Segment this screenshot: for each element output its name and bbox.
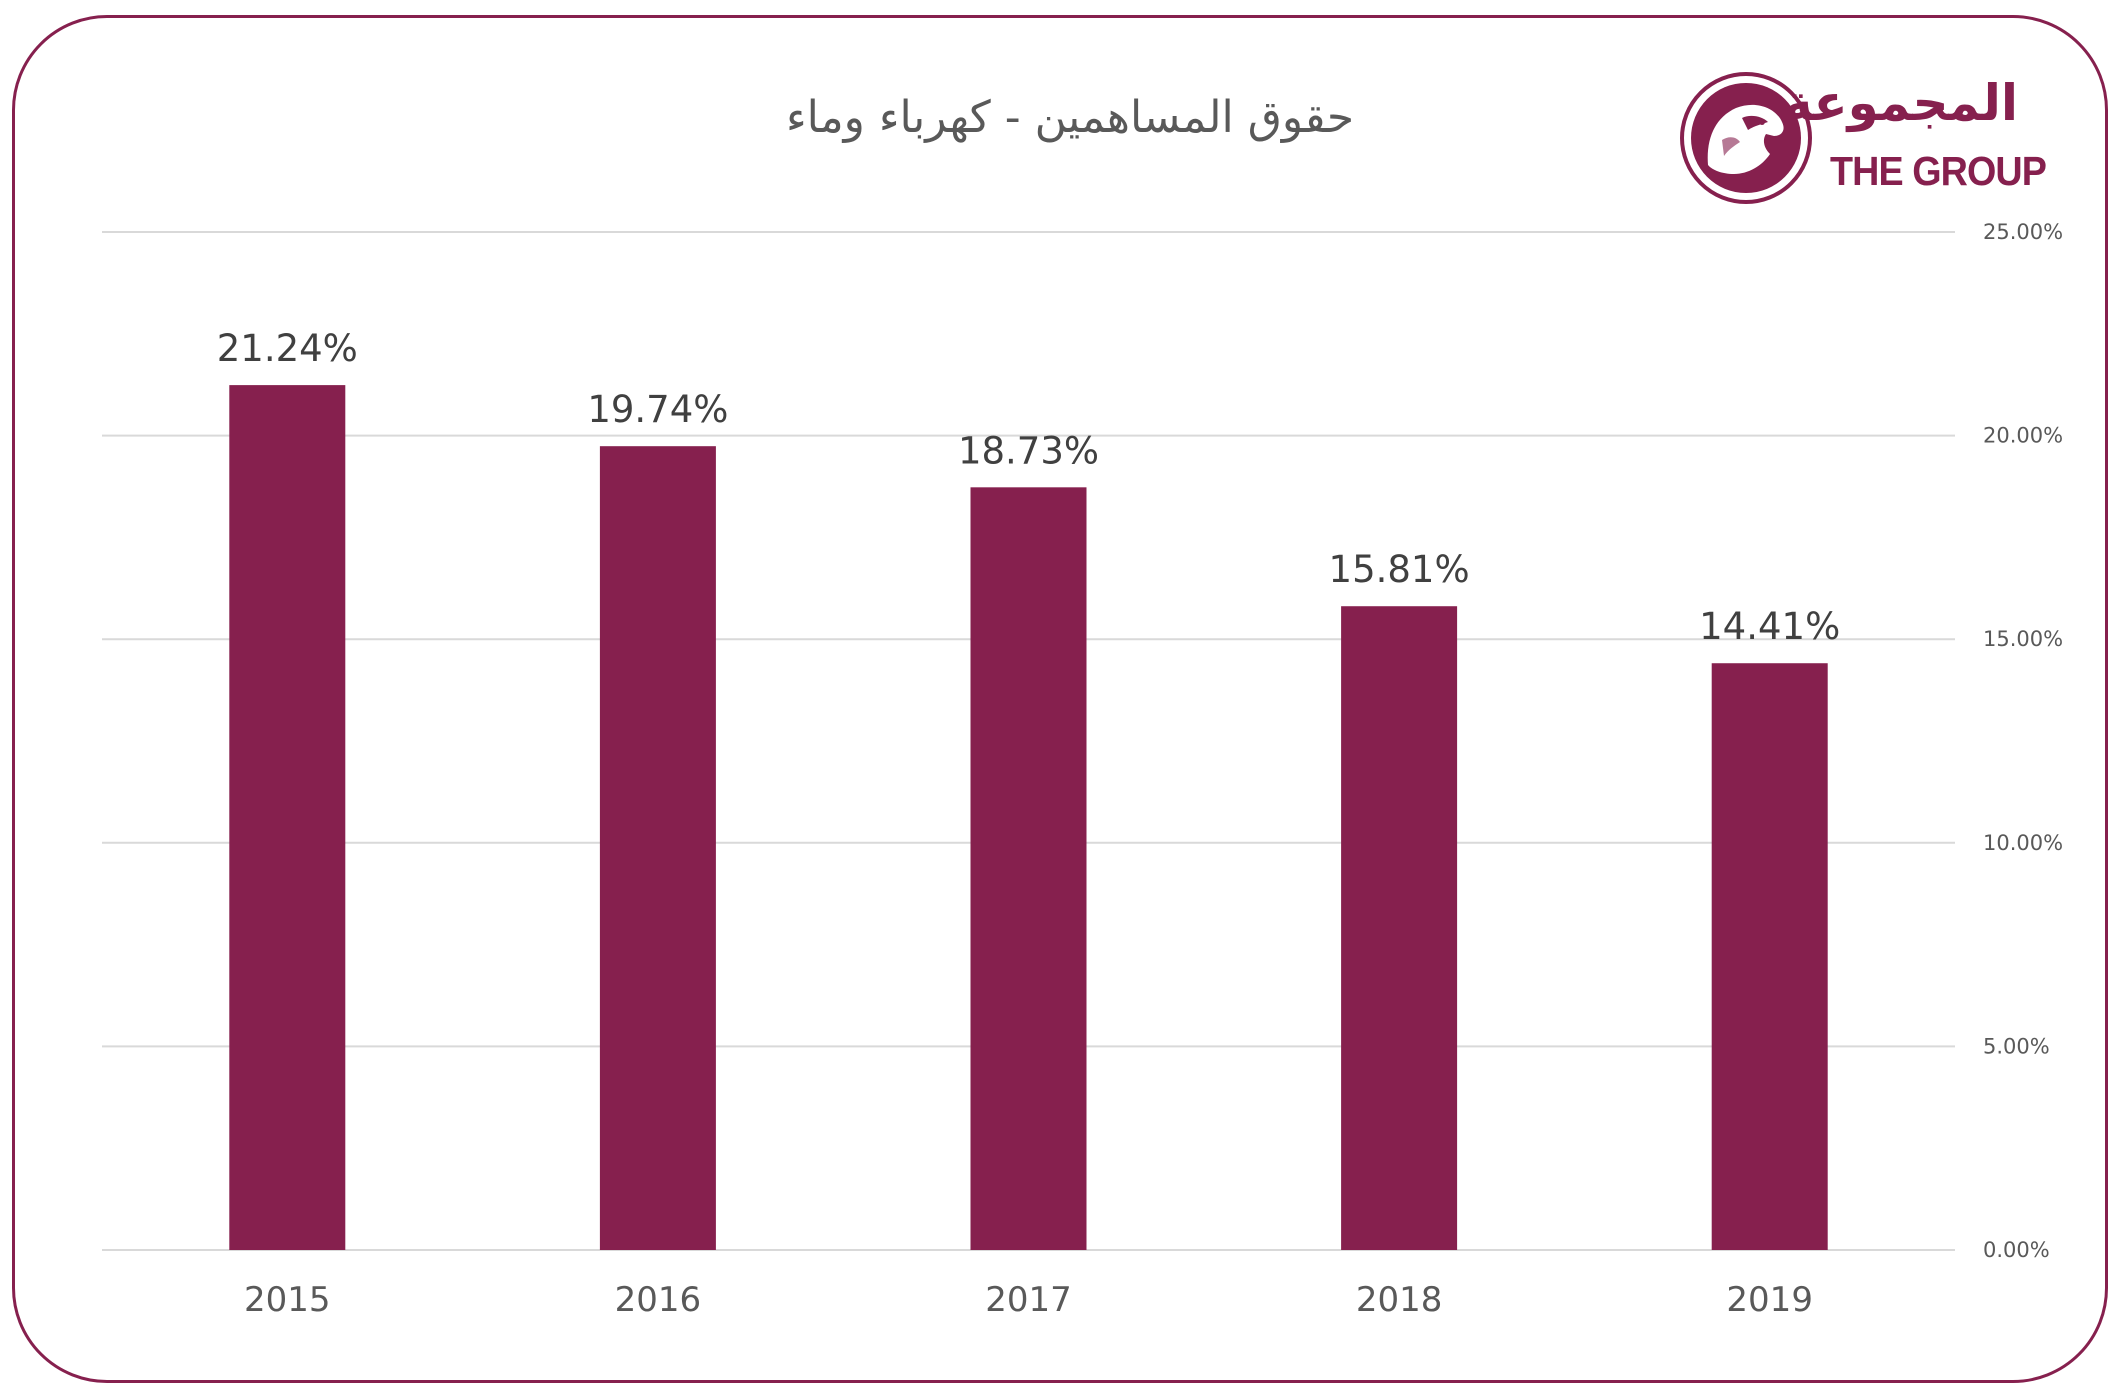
- y-tick-label-3: 15.00%: [1983, 627, 2063, 651]
- falcon-emblem-icon: [1680, 72, 1812, 204]
- bar-2016: [599, 446, 716, 1250]
- brand-logo: المجموعة THE GROUP: [1678, 70, 2047, 210]
- data-label-2017: 18.73%: [958, 429, 1099, 472]
- bar-2019: [1711, 663, 1828, 1250]
- y-tick-label-1: 5.00%: [1983, 1034, 2050, 1058]
- bar-2017: [970, 487, 1087, 1250]
- logo-arabic-text: المجموعة: [1783, 74, 2018, 132]
- bars: [229, 385, 1828, 1251]
- x-tick-label-2018: 2018: [1356, 1280, 1443, 1320]
- x-tick-label-2015: 2015: [244, 1280, 331, 1320]
- data-label-2015: 21.24%: [217, 327, 358, 370]
- x-tick-label-2017: 2017: [985, 1280, 1072, 1320]
- x-tick-label-2016: 2016: [615, 1280, 702, 1320]
- bar-2015: [229, 385, 346, 1251]
- chart-title: حقوق المساهمين - كهرباء وماء: [785, 92, 1355, 143]
- y-axis-ticks: 0.00% 5.00% 10.00% 15.00% 20.00% 25.00%: [1983, 220, 2063, 1262]
- logo-english-text: THE GROUP: [1830, 148, 2047, 194]
- y-tick-label-4: 20.00%: [1983, 424, 2063, 448]
- bar-2018: [1341, 606, 1458, 1250]
- y-tick-label-2: 10.00%: [1983, 831, 2063, 855]
- y-tick-label-5: 25.00%: [1983, 220, 2063, 244]
- data-label-2016: 19.74%: [587, 388, 728, 431]
- x-axis-ticks: 2015 2016 2017 2018 2019: [244, 1280, 1813, 1320]
- data-labels: 21.24% 19.74% 18.73% 15.81% 14.41%: [217, 327, 1840, 648]
- x-tick-label-2019: 2019: [1726, 1280, 1813, 1320]
- data-label-2019: 14.41%: [1699, 605, 1840, 648]
- data-label-2018: 15.81%: [1329, 548, 1470, 591]
- y-tick-label-0: 0.00%: [1983, 1238, 2050, 1262]
